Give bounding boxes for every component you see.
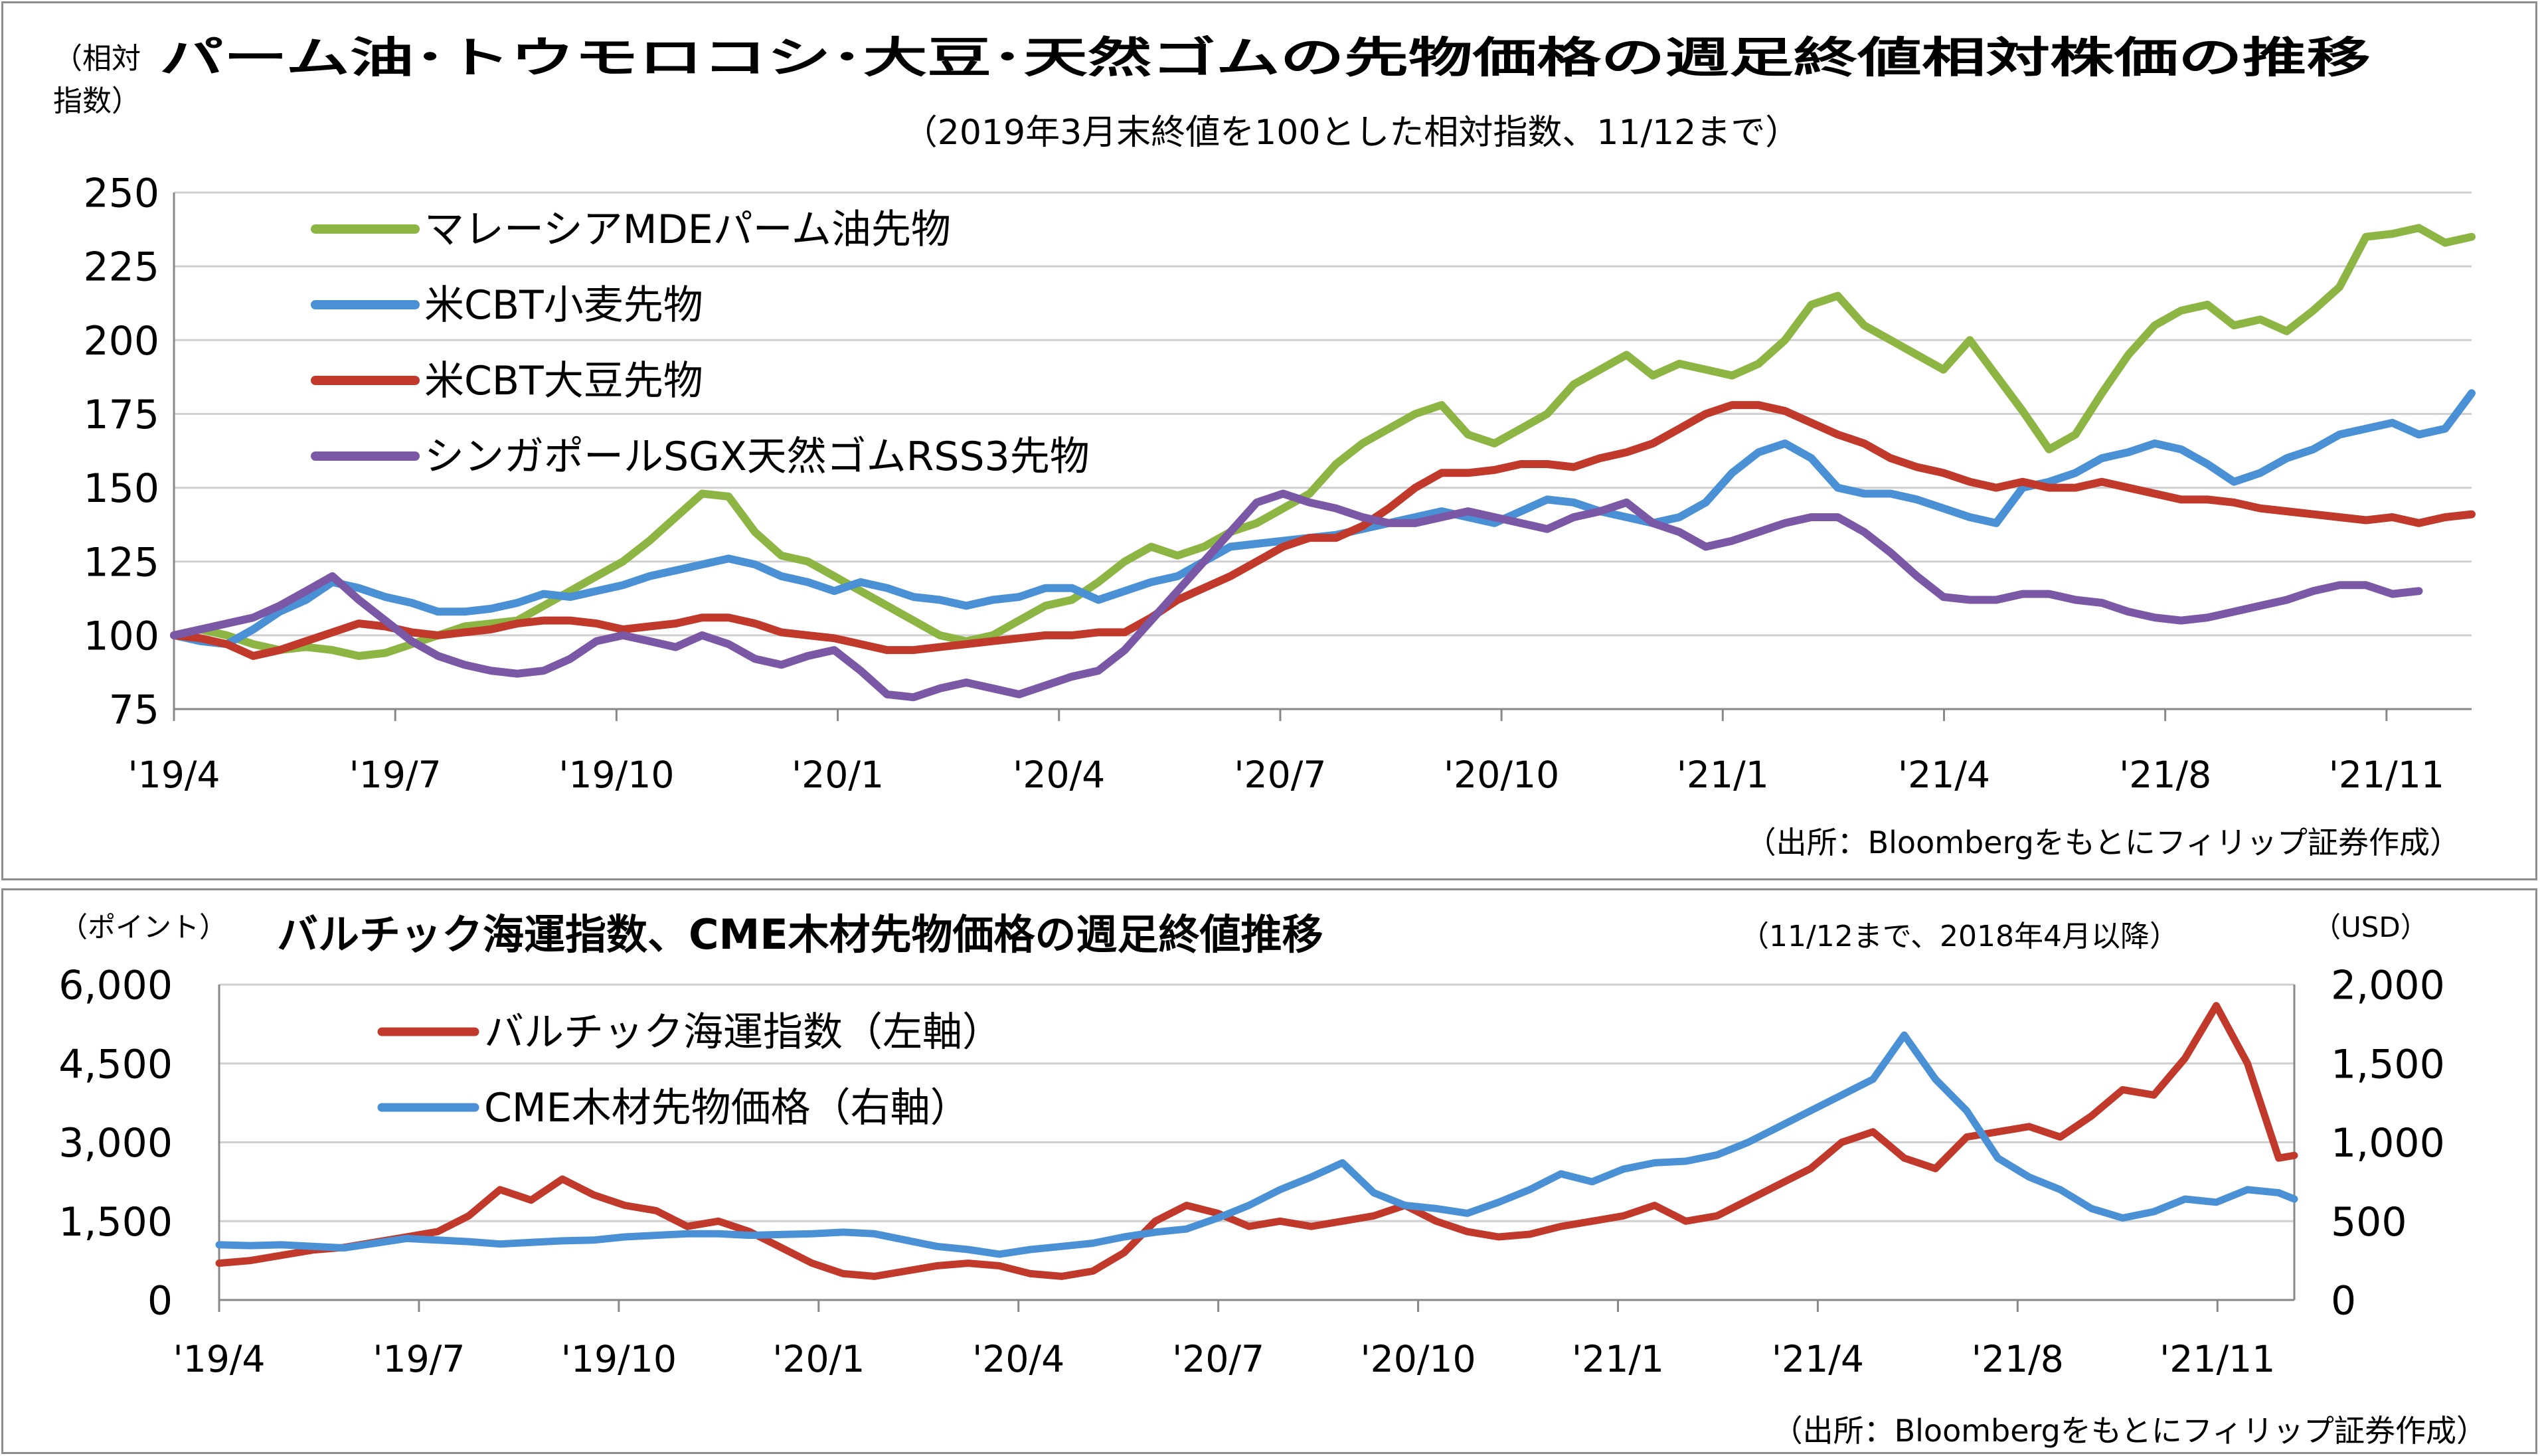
- top-unit-label-line1: （相対: [53, 42, 141, 76]
- series-line: [215, 1002, 2298, 1280]
- x-tick-label: '21/8: [2119, 754, 2211, 797]
- x-tick-label: '19/4: [127, 754, 220, 797]
- bottom-chart-panel: （ポイント） （USD） バルチック海運指数、CME木材先物価格の週足終値推移 …: [1, 888, 2537, 1454]
- x-tick-label: '20/1: [772, 1338, 865, 1381]
- y-right-tick-label: 1,500: [2331, 1041, 2445, 1088]
- series-line: [170, 389, 2476, 649]
- x-tick-label: '19/7: [349, 754, 442, 797]
- top-legend: マレーシアMDEパーム油先物米CBT小麦先物米CBT大豆先物シンガポールSGX天…: [311, 206, 1090, 480]
- x-tick-label: '19/10: [558, 754, 674, 797]
- legend-label: シンガポールSGX天然ゴムRSS3先物: [424, 434, 1090, 480]
- x-tick-label: '19/7: [373, 1338, 465, 1381]
- x-tick-label: '19/10: [561, 1338, 677, 1381]
- bottom-chart-title: バルチック海運指数、CME木材先物価格の週足終値推移: [277, 910, 1323, 959]
- y-tick-label: 75: [109, 687, 159, 734]
- top-chart-title: パーム油･トウモロコシ･大豆･天然ゴムの先物価格の週足終値相対株価の推移: [159, 34, 2371, 83]
- y-tick-label: 4,500: [58, 1041, 173, 1088]
- bottom-unit-right: （USD）: [2313, 911, 2428, 943]
- legend-label: 米CBT小麦先物: [424, 282, 703, 329]
- top-unit-label-line2: 指数）: [53, 84, 141, 118]
- legend-label: マレーシアMDEパーム油先物: [424, 206, 951, 253]
- y-tick-label: 6,000: [58, 963, 173, 1009]
- x-tick-label: '20/10: [1444, 754, 1559, 797]
- x-tick-label: '20/7: [1234, 754, 1326, 797]
- x-tick-label: '19/4: [173, 1338, 265, 1381]
- y-right-tick-label: 0: [2331, 1278, 2356, 1325]
- bottom-grid: [218, 983, 2296, 1312]
- top-line-chart: （相対 指数） パーム油･トウモロコシ･大豆･天然ゴムの先物価格の週足終値相対株…: [53, 34, 2476, 860]
- x-tick-label: '20/4: [972, 1338, 1064, 1381]
- legend-label: バルチック海運指数（左軸）: [484, 1009, 1002, 1056]
- y-tick-label: 200: [83, 318, 159, 364]
- x-tick-label: '21/1: [1572, 1338, 1664, 1381]
- y-tick-label: 0: [147, 1278, 173, 1325]
- top-series-group: [170, 224, 2476, 702]
- bottom-chart-title-note: （11/12まで、2018年4月以降）: [1740, 920, 2179, 953]
- bottom-legend: バルチック海運指数（左軸） CME木材先物価格（右軸）: [377, 1009, 1002, 1131]
- y-tick-label: 100: [83, 613, 159, 659]
- y-tick-label: 250: [83, 171, 159, 217]
- top-grid: [173, 191, 2472, 721]
- series-line: [170, 489, 2423, 702]
- series-line: [170, 401, 2476, 660]
- top-chart-subtitle: （2019年3月末終値を100とした相対指数、11/12まで）: [903, 113, 1800, 153]
- series-line: [215, 1031, 2298, 1258]
- x-tick-label: '20/10: [1360, 1338, 1476, 1381]
- y-tick-label: 225: [83, 244, 159, 291]
- x-tick-label: '21/11: [2329, 754, 2444, 797]
- bottom-source-note: （出所：Bloombergをもとにフィリップ証券作成）: [1772, 1413, 2487, 1449]
- y-tick-label: 125: [83, 539, 159, 586]
- x-tick-label: '20/4: [1013, 754, 1105, 797]
- bottom-line-chart: （ポイント） （USD） バルチック海運指数、CME木材先物価格の週足終値推移 …: [58, 910, 2487, 1449]
- y-right-tick-label: 2,000: [2331, 963, 2445, 1009]
- y-tick-label: 175: [83, 392, 159, 438]
- x-tick-label: '21/8: [1972, 1338, 2064, 1381]
- bottom-series-group: [215, 1002, 2298, 1280]
- legend-label: 米CBT大豆先物: [424, 358, 703, 404]
- x-tick-label: '21/1: [1677, 754, 1769, 797]
- x-tick-label: '21/4: [1772, 1338, 1864, 1381]
- y-right-tick-label: 1,000: [2331, 1120, 2445, 1167]
- top-chart-panel: （相対 指数） パーム油･トウモロコシ･大豆･天然ゴムの先物価格の週足終値相対株…: [1, 1, 2537, 880]
- x-tick-label: '20/7: [1172, 1338, 1264, 1381]
- y-right-tick-label: 500: [2331, 1199, 2407, 1246]
- x-tick-label: '21/11: [2159, 1338, 2275, 1381]
- y-tick-label: 3,000: [58, 1120, 173, 1167]
- top-source-note: （出所：Bloombergをもとにフィリップ証券作成）: [1746, 825, 2460, 860]
- y-tick-label: 1,500: [58, 1199, 173, 1246]
- x-tick-label: '21/4: [1898, 754, 1990, 797]
- y-tick-label: 150: [83, 465, 159, 512]
- top-axis-labels: 250 225 200 175 150 125 100 75 '19/4 '19/7 '19/10 '…: [83, 171, 2444, 797]
- bottom-unit-left: （ポイント）: [60, 911, 227, 943]
- bottom-axis-labels: 6,000 4,500 3,000 1,500 0 2,000 1,500 1,000 500 0…: [58, 963, 2445, 1381]
- legend-label: CME木材先物価格（右軸）: [484, 1085, 970, 1131]
- x-tick-label: '20/1: [792, 754, 884, 797]
